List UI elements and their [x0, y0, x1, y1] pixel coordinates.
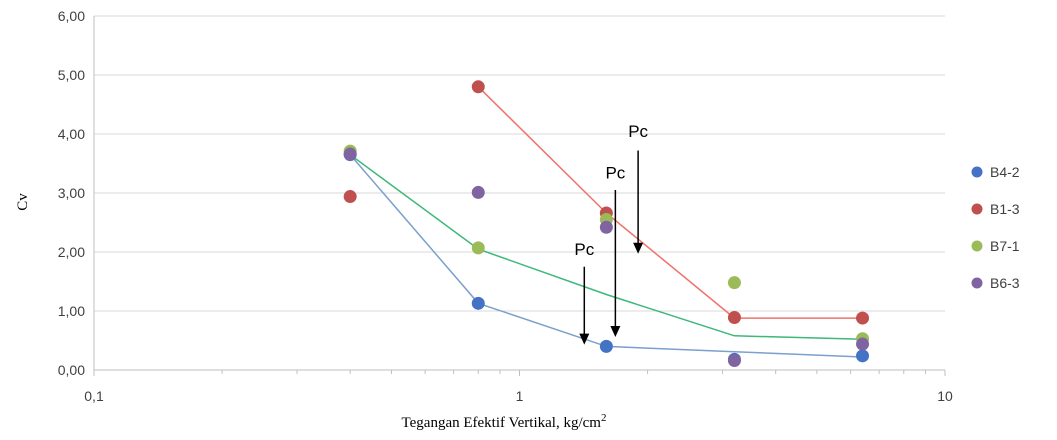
point-b1-3 [471, 80, 485, 94]
y-tick-label: 5,00 [58, 67, 85, 83]
x-axis-title-superscript: 2 [601, 412, 607, 424]
x-tick-label: 10 [937, 388, 953, 404]
point-b6-3 [727, 354, 741, 368]
pc-arrow-head [633, 242, 644, 254]
point-b4-2 [599, 339, 613, 353]
point-b4-2 [856, 349, 870, 363]
y-tick-label: 1,00 [58, 303, 85, 319]
gridlines [94, 15, 945, 312]
pc-annotation-label: Pc [605, 163, 625, 182]
y-tick-label: 3,00 [58, 185, 85, 201]
x-axis-title-text: Tegangan Efektif Vertikal, kg/cm [402, 415, 602, 431]
y-tick-label: 0,00 [58, 362, 85, 378]
point-b1-3 [343, 190, 357, 204]
annotations: Pc Pc Pc [574, 122, 649, 345]
legend-label-b1-3: B1-3 [990, 201, 1020, 217]
point-b6-3 [856, 337, 870, 351]
legend-marker-b4-2 [971, 166, 983, 178]
point-b1-3 [856, 311, 870, 325]
tick-labels: 0,00 1,00 2,00 3,00 4,00 5,00 6,00 0,1 1 10 [58, 8, 953, 404]
y-axis-title: Cv [15, 193, 31, 211]
point-b6-3 [599, 220, 613, 234]
point-b6-3 [343, 147, 357, 161]
y-tick-label: 2,00 [58, 244, 85, 260]
x-axis-title: Tegangan Efektif Vertikal, kg/cm2 [402, 412, 607, 431]
trend-line-b7-1 [349, 154, 863, 341]
y-tick-label: 4,00 [58, 126, 85, 142]
point-b7-1 [471, 241, 485, 255]
point-b4-2 [471, 296, 485, 310]
point-b1-3 [727, 310, 741, 324]
pc-arrow-head [579, 333, 590, 345]
pc-arrow-head [610, 325, 621, 337]
legend-label-b4-2: B4-2 [990, 164, 1020, 180]
legend-marker-b7-1 [971, 240, 983, 252]
trend-line-b1-3 [477, 86, 863, 319]
point-b6-3 [471, 185, 485, 199]
pc-annotation-label: Pc [628, 122, 648, 141]
data-points [343, 80, 870, 368]
legend-marker-b6-3 [971, 277, 983, 289]
legend-label-b7-1: B7-1 [990, 238, 1020, 254]
x-tick-label: 0,1 [84, 388, 104, 404]
point-b7-1 [727, 276, 741, 290]
x-tick-label: 1 [516, 388, 524, 404]
y-tick-label: 6,00 [58, 8, 85, 24]
legend-label-b6-3: B6-3 [990, 275, 1020, 291]
legend: B4-2 B1-3 B7-1 B6-3 [971, 164, 1020, 291]
axes [93, 16, 946, 376]
pc-annotation-label: Pc [574, 240, 594, 259]
legend-marker-b1-3 [971, 203, 983, 215]
